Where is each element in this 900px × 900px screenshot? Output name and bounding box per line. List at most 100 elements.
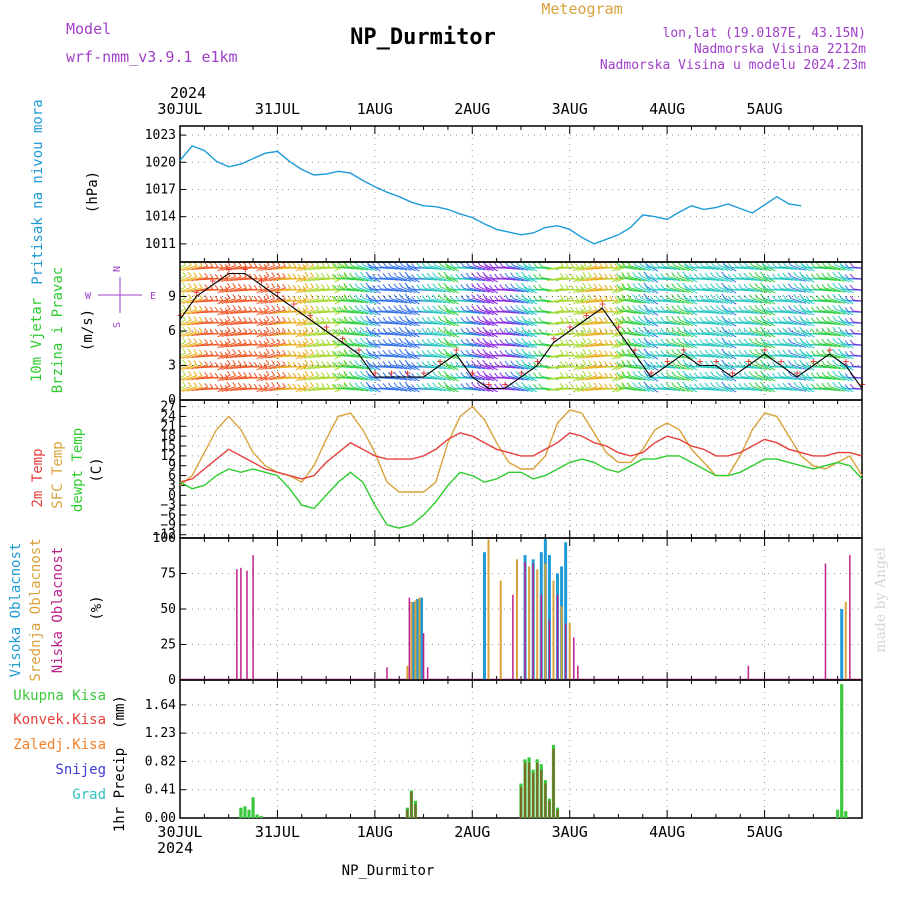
- wind-barb-flag: [683, 362, 688, 368]
- wind-barb: [641, 308, 655, 316]
- wind-barb: [264, 364, 281, 370]
- wind-barb-flag: [650, 372, 654, 378]
- wind-barb-flag: [671, 327, 676, 332]
- wind-barb-flag: [515, 338, 520, 343]
- cloud-mid-bar: [515, 559, 518, 680]
- wind-barb: [669, 265, 685, 271]
- wind-barb-flag: [504, 349, 509, 355]
- wind-barb-flag: [237, 338, 242, 344]
- wind-barb: [256, 363, 270, 371]
- wind-barb-flag: [367, 285, 372, 291]
- wind-barb: [347, 298, 364, 304]
- legend-snow: Snijeg: [55, 762, 106, 778]
- wind-barb: [264, 265, 281, 271]
- wind-barb-flag: [282, 283, 286, 289]
- wind-barb-flag: [237, 382, 242, 388]
- precip-conv-bar: [406, 809, 409, 818]
- wind-barb: [463, 376, 481, 380]
- wind-barb-flag: [406, 307, 411, 313]
- wind-barb-flag: [484, 351, 489, 357]
- wind-barb-flag: [343, 293, 348, 299]
- wind-barb-flag: [694, 284, 698, 290]
- wind-barb: [713, 342, 729, 348]
- wind-barb: [341, 376, 360, 380]
- wind-barb: [611, 308, 625, 316]
- wind-barb: [663, 287, 681, 293]
- wind-barb-flag: [523, 307, 528, 313]
- wind-barb-flag: [749, 360, 753, 365]
- wind-barb: [469, 386, 486, 392]
- wind-barb: [391, 309, 408, 315]
- wind-barb-flag: [271, 349, 276, 354]
- wind-barb-flag: [253, 339, 258, 345]
- wind-barb: [295, 286, 309, 294]
- wind-barb-flag: [248, 383, 253, 388]
- wind-barb-flag: [616, 383, 621, 389]
- wind-barb: [814, 321, 832, 325]
- wind-barb-flag: [326, 350, 331, 355]
- wind-barb-flag: [844, 296, 849, 301]
- wind-barb: [835, 264, 850, 272]
- wind-barb-flag: [810, 317, 815, 323]
- wind-barb: [458, 277, 477, 281]
- wind-barb: [264, 320, 281, 326]
- wind-gust-mark: +: [648, 366, 655, 379]
- wind-barb-flag: [504, 316, 509, 322]
- wind-barb: [180, 341, 186, 346]
- wind-barb-flag: [209, 317, 214, 323]
- wind-barb-flag: [489, 296, 493, 301]
- wind-barb-flag: [326, 328, 331, 333]
- wind-barb-flag: [209, 262, 214, 268]
- wind-barb: [658, 277, 676, 281]
- wind-barb-flag: [237, 294, 242, 300]
- wind-barb: [225, 353, 242, 359]
- wind-barb-flag: [471, 338, 476, 344]
- wind-barb-flag: [393, 283, 398, 288]
- wind-barb-flag: [393, 294, 398, 299]
- wind-barb: [641, 352, 655, 360]
- wind-barb-flag: [292, 350, 297, 356]
- wind-barb-flag: [209, 383, 214, 389]
- wind-barb-flag: [761, 362, 766, 368]
- wind-barb: [513, 386, 529, 392]
- wind-barb-flag: [839, 285, 844, 291]
- wind-barb-flag: [645, 285, 649, 290]
- wind-barb: [757, 352, 772, 360]
- wind-barb-flag: [587, 338, 592, 343]
- wind-barb-flag: [793, 338, 798, 343]
- wind-barb-flag: [715, 315, 720, 321]
- wind-barb: [508, 331, 525, 337]
- wind-barb-flag: [688, 339, 693, 345]
- wind-barb-flag: [398, 359, 403, 365]
- wind-barb-flag: [559, 306, 564, 311]
- wind-barb: [835, 352, 850, 360]
- wind-barb-flag: [645, 384, 649, 389]
- precip-ytick-label: 0.82: [145, 754, 176, 769]
- wind-barb: [295, 385, 309, 393]
- wind-barb: [641, 374, 655, 382]
- wind-barb-flag: [214, 317, 219, 323]
- wind-barb-flag: [839, 362, 844, 368]
- wind-barb-flag: [816, 262, 820, 267]
- wind-barb-flag: [626, 294, 631, 300]
- cloud-mid-bar: [544, 563, 547, 680]
- wind-barb-flag: [782, 305, 787, 311]
- wind-barb-flag: [727, 274, 732, 279]
- wind-barb-flag: [450, 362, 455, 367]
- wind-barb-flag: [476, 382, 481, 387]
- wind-barb: [469, 298, 486, 304]
- wind-barb-flag: [219, 296, 224, 301]
- wind-barb-flag: [489, 340, 493, 345]
- wind-barb-flag: [258, 274, 263, 279]
- wind-barb-flag: [676, 282, 681, 288]
- temp-ytick-label: 9: [168, 459, 176, 474]
- wind-barb-flag: [777, 262, 782, 267]
- wind-barb-flag: [650, 328, 654, 334]
- wind-barb-flag: [387, 294, 392, 300]
- wind-barb-flag: [445, 285, 450, 291]
- wind-barb-flag: [538, 317, 543, 322]
- wind-barb: [546, 309, 564, 315]
- wind-barb-flag: [660, 361, 665, 366]
- wind-barb-flag: [193, 371, 198, 376]
- wind-barb: [835, 308, 850, 316]
